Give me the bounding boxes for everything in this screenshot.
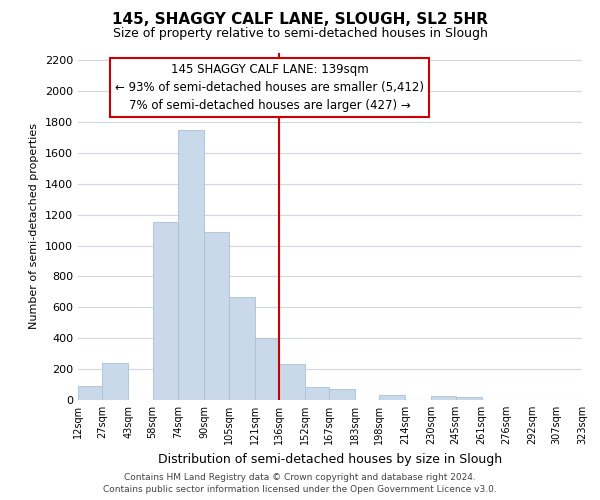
Bar [455, 397, 482, 400]
Bar [103, 363, 128, 400]
Bar [329, 389, 355, 400]
Bar [229, 296, 254, 400]
X-axis label: Distribution of semi-detached houses by size in Slough: Distribution of semi-detached houses by … [158, 452, 502, 466]
Bar [279, 364, 305, 400]
Bar [205, 232, 229, 400]
Bar [152, 222, 178, 400]
Bar [379, 394, 406, 400]
Text: Contains HM Land Registry data © Crown copyright and database right 2024.
Contai: Contains HM Land Registry data © Crown c… [103, 472, 497, 494]
Bar [254, 338, 279, 400]
Text: 145 SHAGGY CALF LANE: 139sqm
← 93% of semi-detached houses are smaller (5,412)
7: 145 SHAGGY CALF LANE: 139sqm ← 93% of se… [115, 63, 424, 112]
Bar [305, 387, 329, 400]
Text: 145, SHAGGY CALF LANE, SLOUGH, SL2 5HR: 145, SHAGGY CALF LANE, SLOUGH, SL2 5HR [112, 12, 488, 28]
Bar [78, 386, 103, 400]
Bar [431, 396, 455, 400]
Y-axis label: Number of semi-detached properties: Number of semi-detached properties [29, 123, 40, 329]
Bar [178, 130, 205, 400]
Text: Size of property relative to semi-detached houses in Slough: Size of property relative to semi-detach… [113, 28, 487, 40]
